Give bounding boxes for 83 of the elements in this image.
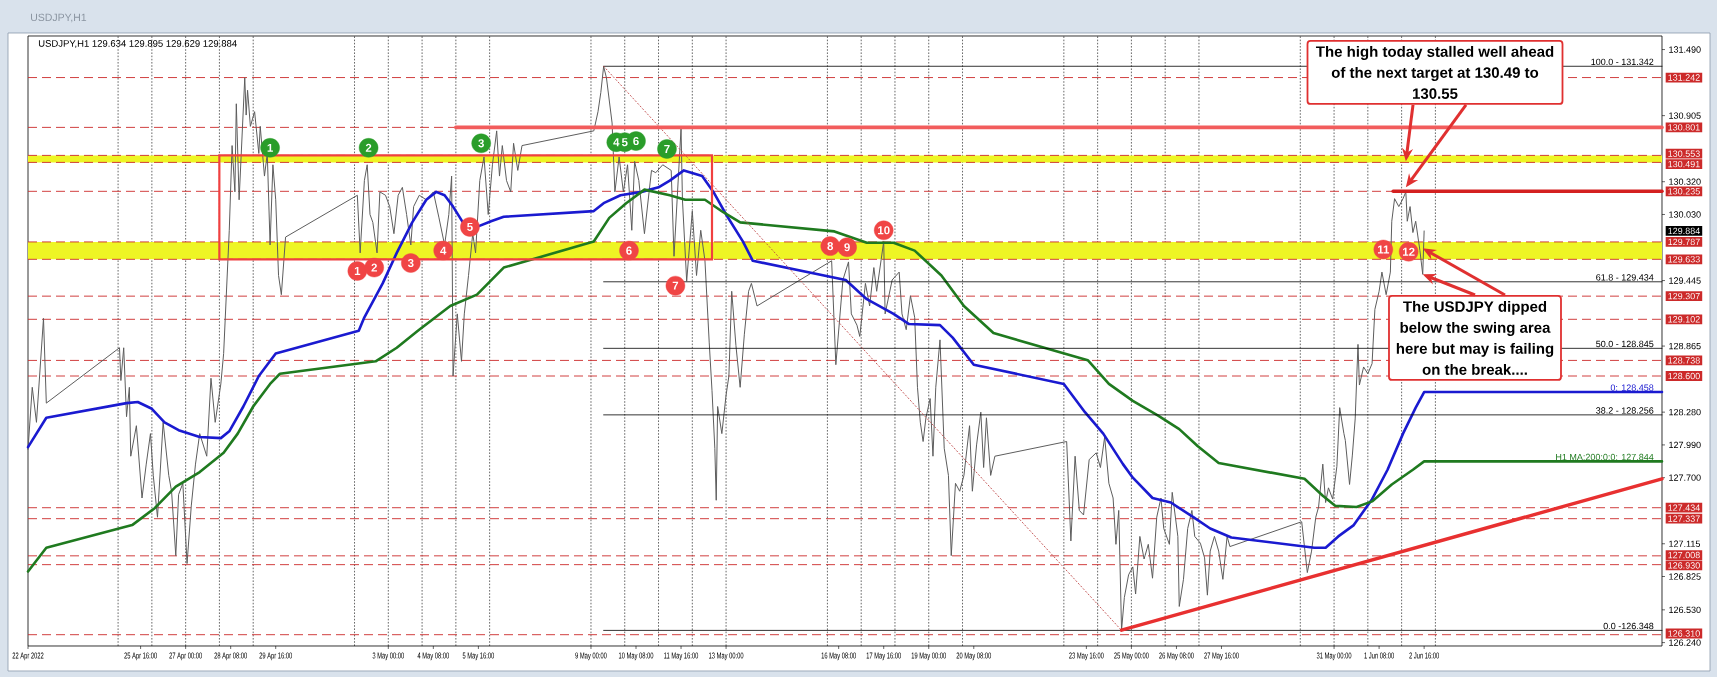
x-tick-label: 28 Apr 08:00 <box>214 652 247 661</box>
series-label: 100.0 - 131.342 <box>1591 58 1654 66</box>
y-tick-label: 126.530 <box>1669 606 1701 614</box>
x-tick-label: 27 Apr 00:00 <box>169 652 202 661</box>
ref-line-label: 129.102 <box>1668 316 1700 323</box>
x-tick-label: 29 Apr 16:00 <box>259 652 293 661</box>
annotation: 5 <box>621 138 628 147</box>
chart-subtitle: USDJPY,H1 129.634 129.895 129.629 129.884 <box>38 40 237 48</box>
x-tick-label: 20 May 08:00 <box>956 652 992 661</box>
annotation: 9 <box>844 243 850 252</box>
annotation: The high today stalled well ahead of the next target at 130.49 to 130.55 <box>1315 45 1554 99</box>
annotation: 7 <box>672 281 679 290</box>
x-tick-label: 31 May 00:00 <box>1316 652 1352 661</box>
x-tick-label: 17 May 16:00 <box>866 652 901 661</box>
annotation: The USDJPY dipped below the swing area here but may is failing on the break.... <box>1396 300 1554 375</box>
annotation: 8 <box>827 242 834 251</box>
series-label: 0.0 -126.348 <box>1603 622 1654 630</box>
x-tick-label: 25 Apr 16:00 <box>124 652 157 661</box>
annotation: 6 <box>633 136 639 146</box>
annotation: 2 <box>371 263 377 272</box>
y-tick-label: 129.445 <box>1669 277 1701 284</box>
y-tick-label: 127.115 <box>1669 540 1700 547</box>
x-tick-label: 27 May 16:00 <box>1204 652 1239 661</box>
ref-line-label: 128.600 <box>1668 372 1700 380</box>
ref-line-label: 127.434 <box>1668 504 1700 511</box>
y-tick-label: 126.240 <box>1669 639 1701 646</box>
ref-line-label: 129.787 <box>1668 238 1700 246</box>
ref-line-label: 126.310 <box>1668 630 1700 637</box>
ref-line-label: 126.930 <box>1668 562 1700 569</box>
x-tick-label: 11 May 16:00 <box>664 652 699 661</box>
x-tick-label: 5 May 16:00 <box>462 652 495 661</box>
x-tick-label: 2 Jun 16:00 <box>1409 652 1440 659</box>
annotation: 10 <box>878 226 890 235</box>
ref-line-label: 129.307 <box>1668 292 1700 300</box>
annotation: 3 <box>478 139 484 148</box>
y-tick-label: 128.280 <box>1669 408 1701 416</box>
x-tick-label: 16 May 08:00 <box>821 652 856 661</box>
ref-line-label: 129.633 <box>1668 256 1700 263</box>
series-label: 0: 128.458 <box>1610 384 1654 391</box>
ref-line-label: 130.801 <box>1668 124 1700 131</box>
series-label: 38.2 - 128.256 <box>1596 407 1654 414</box>
x-tick-label: 19 May 00:00 <box>911 652 947 661</box>
ref-line-label: 130.491 <box>1668 160 1700 168</box>
ref-line-label: 127.008 <box>1668 551 1700 559</box>
annotation: 1 <box>354 267 361 275</box>
x-tick-label: 26 May 08:00 <box>1159 652 1194 661</box>
y-tick-label: 130.030 <box>1669 211 1701 218</box>
x-tick-label: 22 Apr 2022 <box>12 652 44 661</box>
x-tick-label: 9 May 00:00 <box>575 652 607 661</box>
x-tick-label: 10 May 08:00 <box>618 652 654 661</box>
annotation: 7 <box>664 145 670 153</box>
ref-line-label: 128.738 <box>1668 357 1700 364</box>
series-label: 61.8 - 129.434 <box>1596 274 1654 281</box>
y-tick-label: 130.905 <box>1669 112 1701 119</box>
annotation: 12 <box>1402 247 1415 256</box>
annotation: 6 <box>626 246 632 255</box>
y-tick-label: 130.320 <box>1669 178 1701 185</box>
annotation: 11 <box>1377 245 1390 254</box>
series-label: H1 MA:200:0:0: 127.844 <box>1556 453 1654 461</box>
x-tick-label: 23 May 16:00 <box>1069 652 1104 661</box>
x-tick-label: 25 May 00:00 <box>1114 652 1149 661</box>
x-tick-label: 13 May 00:00 <box>709 652 744 661</box>
annotation: 3 <box>407 258 414 268</box>
annotation: 1 <box>267 143 273 152</box>
text: 129.884 <box>1668 227 1700 235</box>
chart-title: USDJPY,H1 <box>31 13 87 23</box>
annotation: 5 <box>467 222 473 231</box>
y-tick-label: 131.490 <box>1669 46 1701 53</box>
annotation: 4 <box>440 246 447 255</box>
annotation: 2 <box>365 143 372 152</box>
series-label: 50.0 - 128.845 <box>1596 340 1654 348</box>
ref-line-label: 131.242 <box>1668 74 1700 81</box>
x-tick-label: 4 May 08:00 <box>417 652 450 661</box>
y-tick-label: 127.700 <box>1669 474 1701 481</box>
x-tick-label: 1 Jun 08:00 <box>1364 652 1394 659</box>
ref-line-label: 130.235 <box>1668 188 1700 195</box>
ref-line-label: 127.337 <box>1668 515 1700 522</box>
y-tick-label: 126.825 <box>1669 573 1701 580</box>
x-tick-label: 3 May 00:00 <box>372 652 404 661</box>
annotation: 4 <box>613 138 620 147</box>
y-tick-label: 127.990 <box>1669 441 1701 449</box>
ref-line-label: 130.553 <box>1668 150 1700 157</box>
y-tick-label: 128.865 <box>1669 342 1701 350</box>
